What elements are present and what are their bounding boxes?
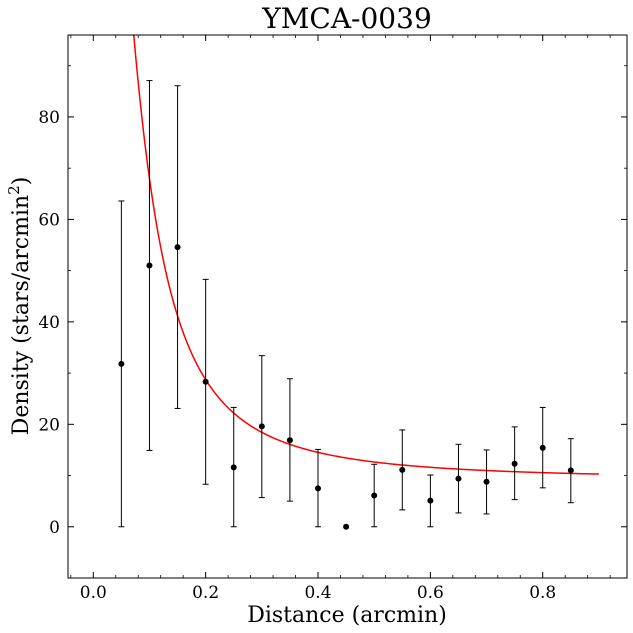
x-tick-label: 0.4	[304, 583, 331, 603]
data-point-14	[483, 478, 490, 485]
y-axis-label: Density (stars/arcmin2)	[5, 177, 34, 436]
y-axis: 0 20 40 60 80	[38, 65, 627, 579]
y-tick-label: 0	[49, 518, 60, 538]
data-point-7	[286, 437, 293, 444]
data-point-12	[427, 497, 434, 504]
data-point-13	[455, 475, 462, 482]
data-point-3	[174, 244, 181, 251]
data-point-6	[258, 423, 265, 430]
x-axis-label: Distance (arcmin)	[247, 603, 447, 628]
x-tick-label: 0.6	[417, 583, 444, 603]
y-axis-label-close: )	[9, 177, 34, 186]
fit-curve	[132, 35, 599, 475]
data-point-11	[399, 466, 406, 473]
y-tick-label: 20	[38, 415, 60, 435]
x-axis: 0.0 0.2 0.4 0.6 0.8	[70, 35, 611, 603]
chart-title: YMCA-0039	[261, 2, 432, 35]
data-point-1	[118, 360, 125, 367]
data-point-17	[567, 467, 574, 474]
x-tick-label: 0.8	[529, 583, 556, 603]
data-point-10	[371, 492, 378, 499]
y-tick-label: 40	[38, 313, 60, 333]
y-tick-label: 80	[38, 108, 60, 128]
x-tick-label: 0.2	[192, 583, 219, 603]
y-tick-label: 60	[38, 210, 60, 230]
plot-frame	[67, 34, 628, 579]
data-point-2	[146, 262, 153, 269]
y-axis-label-main: Density (stars/arcmin	[9, 195, 34, 436]
x-tick-label: 0.0	[80, 583, 107, 603]
data-point-16	[539, 444, 546, 451]
data-point-4	[202, 378, 209, 385]
plot-area	[118, 35, 599, 530]
data-point-5	[230, 464, 237, 471]
y-axis-label-superscript: 2	[5, 185, 23, 195]
data-point-8	[315, 485, 322, 492]
data-point-15	[511, 460, 518, 467]
data-point-9	[343, 523, 350, 530]
